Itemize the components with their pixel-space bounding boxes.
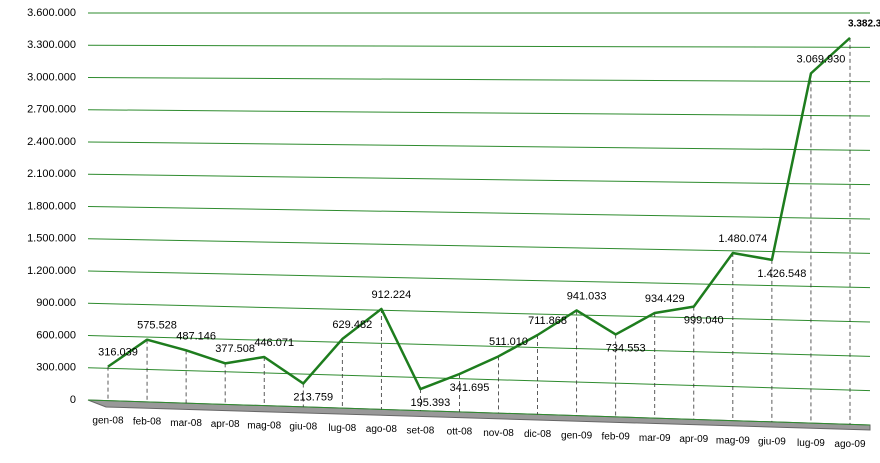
data-label: 213.759 xyxy=(293,391,333,403)
x-tick-label: mar-09 xyxy=(639,433,671,444)
data-label: 511.010 xyxy=(489,336,528,348)
data-label: 629.482 xyxy=(332,319,372,331)
grid-line xyxy=(87,238,871,254)
x-tick-label: ott-08 xyxy=(447,427,473,438)
y-tick-label: 3.000.000 xyxy=(27,71,76,83)
y-tick-label: 0 xyxy=(70,394,76,406)
x-tick-label: feb-09 xyxy=(602,432,631,443)
grid-line xyxy=(87,399,871,426)
x-tick-label: lug-09 xyxy=(797,438,825,449)
floor xyxy=(87,399,871,431)
x-tick-label: feb-08 xyxy=(133,417,162,428)
y-tick-label: 1.500.000 xyxy=(27,233,76,245)
data-label: 195.393 xyxy=(411,397,451,409)
grid-line xyxy=(87,302,871,323)
y-tick-label: 300.000 xyxy=(36,362,76,374)
y-tick-label: 1.800.000 xyxy=(27,200,76,212)
y-tick-label: 3.300.000 xyxy=(27,39,76,51)
data-label: 734.553 xyxy=(606,342,646,354)
x-tick-label: mag-09 xyxy=(716,435,750,446)
x-tick-label: nov-08 xyxy=(483,428,514,439)
x-tick-label: giu-08 xyxy=(289,422,317,433)
data-label: 446.071 xyxy=(254,337,294,349)
data-label: 934.429 xyxy=(645,293,685,305)
y-tick-label: 1.200.000 xyxy=(27,265,76,277)
data-label: 316.039 xyxy=(98,347,138,359)
data-line xyxy=(107,36,851,391)
data-label: 575.528 xyxy=(137,320,177,332)
y-tick-label: 3.600.000 xyxy=(27,7,76,19)
data-label: 3.382.367 xyxy=(848,19,880,30)
x-tick-label: apr-08 xyxy=(211,419,240,430)
x-tick-label: ago-08 xyxy=(366,424,398,435)
y-tick-label: 900.000 xyxy=(36,297,76,309)
data-label: 941.033 xyxy=(567,290,607,302)
x-tick-label: dic-08 xyxy=(524,429,552,440)
grid-line xyxy=(87,335,871,357)
grid-line xyxy=(87,77,871,83)
x-tick-label: lug-08 xyxy=(328,423,356,434)
data-label: 3.069.930 xyxy=(796,53,845,65)
x-tick-label: gen-08 xyxy=(92,415,124,426)
data-label: 341.695 xyxy=(450,382,490,394)
y-tick-label: 600.000 xyxy=(36,329,76,341)
data-label: 487.146 xyxy=(176,330,216,342)
data-label: 1.480.074 xyxy=(718,233,767,245)
y-tick-label: 2.100.000 xyxy=(27,168,76,180)
x-tick-label: ago-09 xyxy=(834,439,866,450)
grid-line xyxy=(87,44,871,48)
y-tick-label: 2.700.000 xyxy=(27,104,76,116)
data-label: 1.426.548 xyxy=(757,268,806,280)
x-tick-label: set-08 xyxy=(407,425,435,436)
grid-line xyxy=(87,367,871,392)
x-tick-label: apr-09 xyxy=(679,434,708,445)
grid-line xyxy=(87,141,871,151)
grid-line xyxy=(87,173,871,186)
y-tick-label: 2.400.000 xyxy=(27,136,76,148)
x-tick-label: giu-09 xyxy=(758,437,786,448)
grid-line xyxy=(87,270,871,289)
grid-line xyxy=(87,109,871,117)
x-tick-label: mar-08 xyxy=(170,418,202,429)
data-label: 711.868 xyxy=(528,315,567,327)
x-tick-label: gen-09 xyxy=(561,430,593,441)
data-label: 912.224 xyxy=(371,289,411,301)
grid-line xyxy=(87,206,871,220)
data-label: 377.508 xyxy=(215,343,255,355)
data-label: 999.040 xyxy=(684,315,724,327)
x-tick-label: mag-08 xyxy=(247,420,281,431)
